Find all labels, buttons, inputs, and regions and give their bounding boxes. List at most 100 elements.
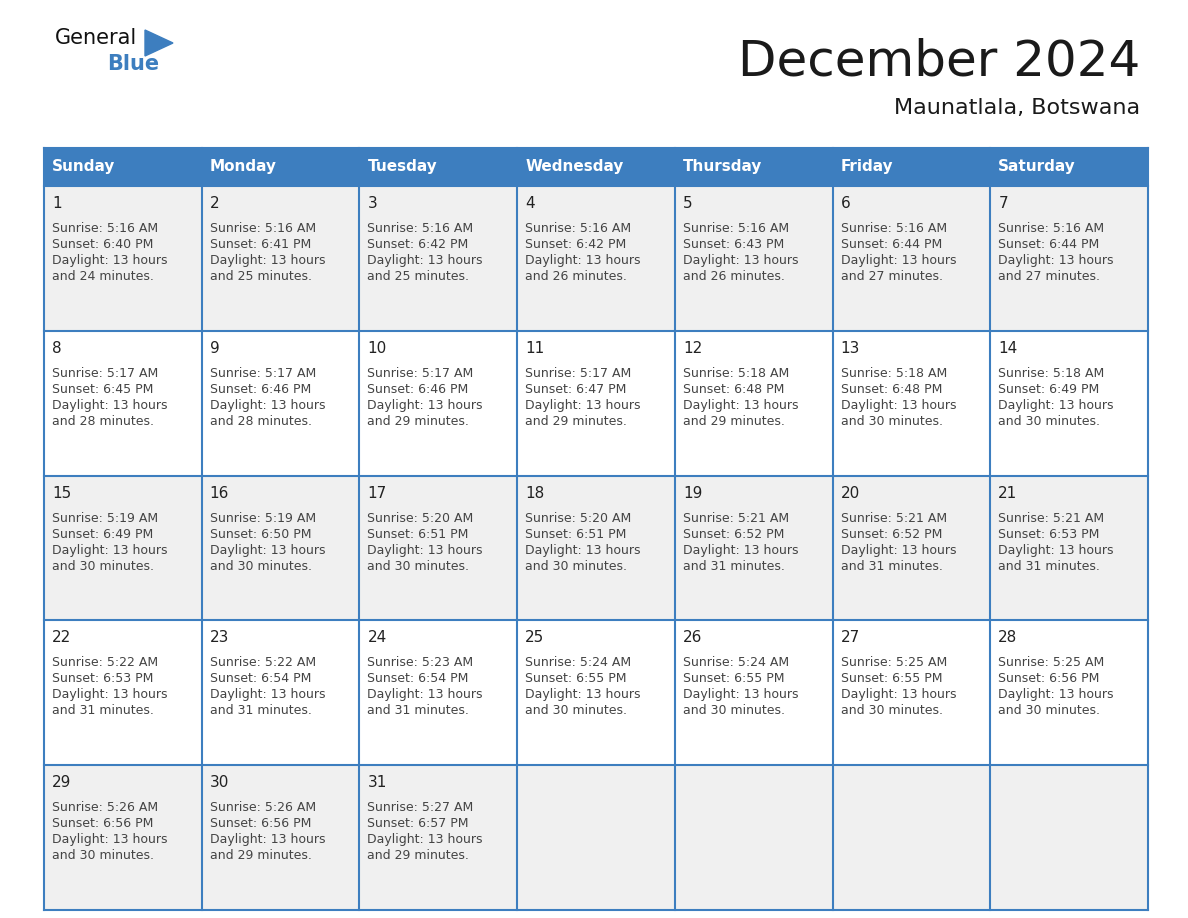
Text: Sunrise: 5:16 AM: Sunrise: 5:16 AM <box>525 222 631 235</box>
Text: Sunset: 6:52 PM: Sunset: 6:52 PM <box>841 528 942 541</box>
Bar <box>44 330 202 476</box>
Text: 21: 21 <box>998 486 1018 500</box>
Bar <box>517 766 675 910</box>
Text: Sunrise: 5:21 AM: Sunrise: 5:21 AM <box>841 511 947 524</box>
Bar <box>675 330 833 476</box>
Text: and 28 minutes.: and 28 minutes. <box>52 415 154 428</box>
Polygon shape <box>145 30 173 56</box>
Text: Daylight: 13 hours: Daylight: 13 hours <box>841 688 956 701</box>
Text: Daylight: 13 hours: Daylight: 13 hours <box>210 834 326 846</box>
Text: Daylight: 13 hours: Daylight: 13 hours <box>210 398 326 412</box>
Text: 14: 14 <box>998 341 1018 356</box>
Text: Sunrise: 5:26 AM: Sunrise: 5:26 AM <box>210 801 316 814</box>
Text: and 31 minutes.: and 31 minutes. <box>367 704 469 717</box>
Text: Daylight: 13 hours: Daylight: 13 hours <box>52 254 168 267</box>
Text: 26: 26 <box>683 631 702 645</box>
Text: and 30 minutes.: and 30 minutes. <box>52 560 154 573</box>
Text: Sunset: 6:53 PM: Sunset: 6:53 PM <box>52 672 153 686</box>
Text: Sunrise: 5:17 AM: Sunrise: 5:17 AM <box>52 367 158 380</box>
Bar <box>44 621 202 766</box>
Text: 19: 19 <box>683 486 702 500</box>
Text: and 31 minutes.: and 31 minutes. <box>998 560 1100 573</box>
Text: Sunset: 6:44 PM: Sunset: 6:44 PM <box>998 238 1100 251</box>
Bar <box>360 148 517 186</box>
Text: and 30 minutes.: and 30 minutes. <box>52 849 154 862</box>
Text: and 26 minutes.: and 26 minutes. <box>525 270 627 283</box>
Bar <box>991 476 1148 621</box>
Text: 11: 11 <box>525 341 544 356</box>
Text: Sunrise: 5:26 AM: Sunrise: 5:26 AM <box>52 801 158 814</box>
Text: 31: 31 <box>367 775 387 790</box>
Text: and 29 minutes.: and 29 minutes. <box>525 415 627 428</box>
Text: Sunrise: 5:21 AM: Sunrise: 5:21 AM <box>683 511 789 524</box>
Bar <box>202 621 360 766</box>
Bar <box>675 766 833 910</box>
Text: Wednesday: Wednesday <box>525 160 624 174</box>
Text: Thursday: Thursday <box>683 160 763 174</box>
Text: Sunset: 6:44 PM: Sunset: 6:44 PM <box>841 238 942 251</box>
Bar <box>517 476 675 621</box>
Bar <box>44 186 202 330</box>
Text: Sunrise: 5:16 AM: Sunrise: 5:16 AM <box>367 222 474 235</box>
Text: 13: 13 <box>841 341 860 356</box>
Text: 8: 8 <box>52 341 62 356</box>
Text: and 30 minutes.: and 30 minutes. <box>841 415 942 428</box>
Text: Sunset: 6:56 PM: Sunset: 6:56 PM <box>52 817 153 830</box>
Bar <box>202 766 360 910</box>
Text: and 31 minutes.: and 31 minutes. <box>683 560 785 573</box>
Text: Sunday: Sunday <box>52 160 115 174</box>
Text: 28: 28 <box>998 631 1018 645</box>
Text: Daylight: 13 hours: Daylight: 13 hours <box>210 688 326 701</box>
Text: and 27 minutes.: and 27 minutes. <box>841 270 942 283</box>
Text: Sunrise: 5:24 AM: Sunrise: 5:24 AM <box>683 656 789 669</box>
Text: 27: 27 <box>841 631 860 645</box>
Text: 25: 25 <box>525 631 544 645</box>
Text: 17: 17 <box>367 486 386 500</box>
Text: 7: 7 <box>998 196 1007 211</box>
Text: Sunset: 6:54 PM: Sunset: 6:54 PM <box>367 672 469 686</box>
Text: Sunset: 6:46 PM: Sunset: 6:46 PM <box>210 383 311 396</box>
Bar <box>675 148 833 186</box>
Text: Sunset: 6:49 PM: Sunset: 6:49 PM <box>998 383 1100 396</box>
Text: 2: 2 <box>210 196 220 211</box>
Text: Blue: Blue <box>107 54 159 74</box>
Text: Daylight: 13 hours: Daylight: 13 hours <box>683 254 798 267</box>
Text: Sunrise: 5:17 AM: Sunrise: 5:17 AM <box>210 367 316 380</box>
Text: Sunrise: 5:16 AM: Sunrise: 5:16 AM <box>52 222 158 235</box>
Text: Sunrise: 5:20 AM: Sunrise: 5:20 AM <box>525 511 631 524</box>
Text: Daylight: 13 hours: Daylight: 13 hours <box>841 254 956 267</box>
Text: Sunrise: 5:22 AM: Sunrise: 5:22 AM <box>210 656 316 669</box>
Text: Daylight: 13 hours: Daylight: 13 hours <box>210 254 326 267</box>
Text: Sunrise: 5:19 AM: Sunrise: 5:19 AM <box>210 511 316 524</box>
Text: and 26 minutes.: and 26 minutes. <box>683 270 785 283</box>
Text: Sunset: 6:47 PM: Sunset: 6:47 PM <box>525 383 626 396</box>
Text: Sunset: 6:46 PM: Sunset: 6:46 PM <box>367 383 469 396</box>
Text: Daylight: 13 hours: Daylight: 13 hours <box>525 254 640 267</box>
Text: and 24 minutes.: and 24 minutes. <box>52 270 154 283</box>
Text: Daylight: 13 hours: Daylight: 13 hours <box>998 254 1114 267</box>
Text: Maunatlala, Botswana: Maunatlala, Botswana <box>893 98 1140 118</box>
Text: Sunset: 6:54 PM: Sunset: 6:54 PM <box>210 672 311 686</box>
Text: Daylight: 13 hours: Daylight: 13 hours <box>525 688 640 701</box>
Bar <box>517 621 675 766</box>
Bar <box>517 186 675 330</box>
Text: Sunset: 6:49 PM: Sunset: 6:49 PM <box>52 528 153 541</box>
Text: Daylight: 13 hours: Daylight: 13 hours <box>367 688 484 701</box>
Text: Sunset: 6:57 PM: Sunset: 6:57 PM <box>367 817 469 830</box>
Text: 5: 5 <box>683 196 693 211</box>
Text: Daylight: 13 hours: Daylight: 13 hours <box>683 688 798 701</box>
Text: Sunrise: 5:19 AM: Sunrise: 5:19 AM <box>52 511 158 524</box>
Text: Sunrise: 5:18 AM: Sunrise: 5:18 AM <box>683 367 789 380</box>
Text: 9: 9 <box>210 341 220 356</box>
Text: Daylight: 13 hours: Daylight: 13 hours <box>683 543 798 556</box>
Text: and 29 minutes.: and 29 minutes. <box>367 849 469 862</box>
Bar <box>991 766 1148 910</box>
Text: General: General <box>55 28 138 48</box>
Text: Sunset: 6:51 PM: Sunset: 6:51 PM <box>367 528 469 541</box>
Text: and 29 minutes.: and 29 minutes. <box>683 415 785 428</box>
Text: Friday: Friday <box>841 160 893 174</box>
Text: Sunset: 6:55 PM: Sunset: 6:55 PM <box>525 672 626 686</box>
Text: Sunset: 6:48 PM: Sunset: 6:48 PM <box>683 383 784 396</box>
Text: Sunset: 6:56 PM: Sunset: 6:56 PM <box>998 672 1100 686</box>
Bar <box>991 186 1148 330</box>
